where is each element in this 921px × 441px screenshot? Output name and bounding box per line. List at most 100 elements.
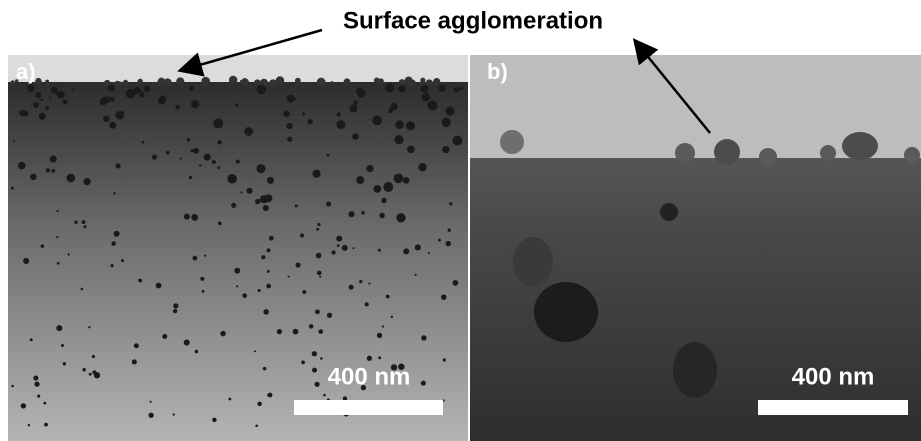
particle <box>317 78 326 87</box>
particle <box>660 203 678 221</box>
particle <box>139 92 144 97</box>
particle <box>92 355 95 358</box>
particle <box>234 268 240 274</box>
particle <box>378 249 381 252</box>
particle <box>111 241 116 246</box>
particle <box>220 331 226 337</box>
particle <box>18 162 26 170</box>
particle <box>267 270 270 273</box>
particle <box>382 325 384 327</box>
particle <box>315 382 320 387</box>
particle <box>337 112 341 116</box>
particle <box>267 248 271 252</box>
particle <box>66 174 75 183</box>
particle <box>23 258 29 264</box>
particle <box>452 136 462 146</box>
particle <box>415 244 421 250</box>
particle <box>378 356 381 359</box>
particle <box>235 104 238 107</box>
particle <box>44 423 48 427</box>
particle <box>158 78 166 86</box>
particle <box>293 329 299 335</box>
particle <box>256 164 265 173</box>
particle <box>443 358 446 361</box>
particle <box>286 123 292 129</box>
particle <box>217 140 221 144</box>
particle <box>373 185 381 193</box>
particle <box>173 303 178 308</box>
title: Surface agglomeration <box>343 7 603 34</box>
particle <box>904 147 920 163</box>
particle <box>217 166 220 169</box>
particle <box>357 88 362 93</box>
particle <box>513 237 553 287</box>
particle <box>453 87 459 93</box>
particle <box>63 362 66 365</box>
particle <box>359 280 362 283</box>
particle <box>41 98 44 101</box>
particle <box>111 264 114 267</box>
particle <box>302 290 306 294</box>
particle <box>268 393 273 398</box>
particle <box>399 79 406 86</box>
particle <box>421 335 426 340</box>
particle <box>227 174 237 184</box>
particle <box>35 78 41 84</box>
particle <box>673 342 717 398</box>
particle <box>500 130 524 154</box>
particle <box>121 259 124 262</box>
particle <box>428 252 430 254</box>
particle <box>391 316 393 318</box>
particle <box>330 81 333 84</box>
particle <box>395 121 404 130</box>
particle <box>236 159 240 163</box>
particle <box>148 413 153 418</box>
particle <box>74 221 77 224</box>
particle <box>144 86 150 92</box>
particle <box>300 233 304 237</box>
particle <box>394 135 403 144</box>
particle <box>101 97 106 102</box>
particle <box>295 204 298 207</box>
particle <box>255 199 260 204</box>
particle <box>82 368 86 372</box>
particle <box>19 110 26 117</box>
particle <box>103 116 110 123</box>
particle <box>37 395 40 398</box>
particle <box>263 205 269 211</box>
particle <box>368 283 370 285</box>
particle <box>132 359 137 364</box>
particle <box>295 262 300 267</box>
particle <box>199 164 201 166</box>
particle <box>83 178 90 185</box>
particle <box>820 145 836 161</box>
particle <box>150 401 152 403</box>
particle <box>263 309 269 315</box>
particle <box>159 96 166 103</box>
particle <box>309 324 314 329</box>
particle <box>448 229 451 232</box>
particle <box>446 241 451 246</box>
particle <box>420 81 425 86</box>
particle <box>45 106 49 110</box>
particle <box>428 101 438 111</box>
particle <box>317 271 322 276</box>
particle <box>117 81 121 85</box>
particle <box>356 176 364 184</box>
particle <box>442 118 451 127</box>
particle <box>265 194 273 202</box>
particle <box>212 418 216 422</box>
particle <box>421 85 429 93</box>
particle <box>84 225 87 228</box>
particle <box>173 413 175 415</box>
particle <box>320 357 323 360</box>
particle <box>675 143 695 163</box>
particle <box>184 339 190 345</box>
particle <box>34 381 39 386</box>
particle <box>191 214 198 221</box>
particle <box>175 105 180 110</box>
particle <box>109 122 116 129</box>
particle <box>327 154 330 157</box>
particle <box>156 283 162 289</box>
particle <box>258 289 261 292</box>
